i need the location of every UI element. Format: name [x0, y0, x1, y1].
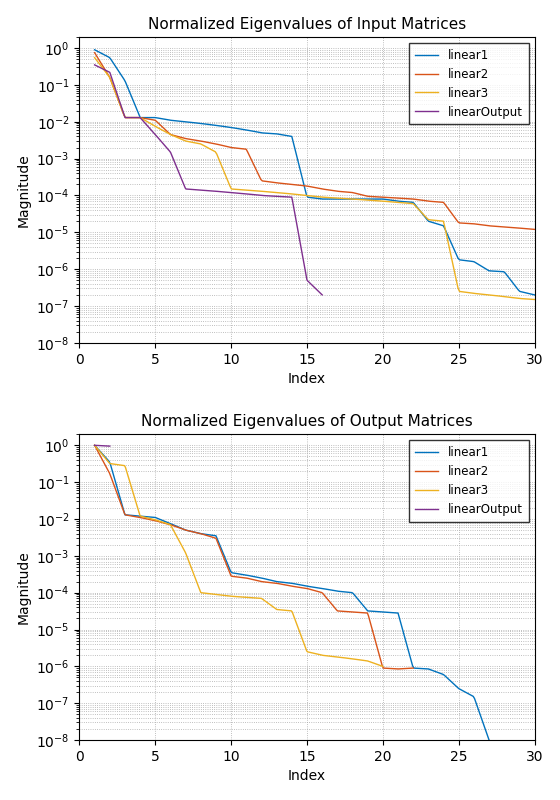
linear3 — [531, 294, 538, 304]
linear2 — [280, 580, 287, 590]
linear1 — [333, 586, 339, 596]
Y-axis label: Magnitude: Magnitude — [17, 550, 31, 624]
linearOutput — [231, 188, 237, 198]
linear3 — [268, 601, 274, 610]
linear2 — [410, 663, 417, 673]
linear3 — [353, 194, 360, 204]
linear2 — [395, 664, 402, 674]
X-axis label: Index: Index — [288, 770, 326, 783]
linear3 — [380, 662, 386, 671]
Line: linear3: linear3 — [95, 446, 383, 666]
linear1 — [93, 46, 100, 55]
linear2 — [93, 50, 100, 60]
linear3 — [93, 54, 100, 64]
Title: Normalized Eigenvalues of Output Matrices: Normalized Eigenvalues of Output Matrice… — [141, 414, 473, 429]
linear3 — [334, 652, 341, 662]
Line: linear2: linear2 — [95, 53, 535, 230]
linear2 — [281, 580, 288, 590]
linear1 — [449, 678, 455, 687]
linear1 — [462, 256, 469, 266]
linear3 — [92, 442, 99, 451]
linear2 — [91, 48, 98, 58]
linear3 — [263, 597, 269, 606]
linear2 — [352, 188, 358, 198]
linear3 — [462, 287, 469, 297]
linear2 — [92, 442, 99, 452]
linear2 — [490, 222, 497, 231]
linearOutput — [92, 61, 99, 70]
linearOutput — [101, 441, 108, 450]
linear2 — [531, 225, 538, 234]
linear3 — [352, 654, 359, 664]
linearOutput — [91, 60, 98, 70]
linear1 — [361, 194, 367, 204]
linear2 — [380, 663, 387, 673]
linearOutput — [100, 441, 107, 450]
linearOutput — [297, 242, 304, 251]
linearOutput — [319, 290, 325, 300]
linear1 — [352, 194, 358, 204]
X-axis label: Index: Index — [288, 372, 326, 386]
Line: linear3: linear3 — [95, 58, 535, 299]
linear3 — [262, 596, 269, 606]
linearOutput — [227, 188, 234, 198]
linear3 — [352, 194, 358, 204]
linearOutput — [106, 442, 113, 451]
linear1 — [91, 45, 98, 54]
Legend: linear1, linear2, linear3, linearOutput: linear1, linear2, linear3, linearOutput — [409, 43, 529, 125]
Legend: linear1, linear2, linear3, linearOutput: linear1, linear2, linear3, linearOutput — [409, 440, 529, 522]
linear3 — [91, 53, 98, 62]
linearOutput — [105, 442, 112, 451]
linear1 — [92, 442, 99, 451]
linear1 — [490, 266, 497, 276]
linear3 — [91, 441, 98, 450]
linearOutput — [91, 441, 98, 450]
Line: linearOutput: linearOutput — [95, 65, 322, 295]
Line: linear2: linear2 — [95, 446, 413, 669]
linear2 — [91, 441, 98, 450]
linear2 — [462, 218, 469, 228]
linear1 — [353, 194, 360, 204]
Line: linear1: linear1 — [95, 50, 535, 295]
Title: Normalized Eigenvalues of Input Matrices: Normalized Eigenvalues of Input Matrices — [148, 17, 466, 32]
linear1 — [486, 735, 492, 745]
Line: linear1: linear1 — [95, 446, 489, 740]
linearOutput — [104, 442, 111, 451]
linearOutput — [100, 441, 107, 450]
linearOutput — [226, 187, 233, 197]
linearOutput — [283, 192, 290, 202]
linear2 — [353, 189, 360, 198]
linear1 — [326, 585, 333, 594]
linear2 — [361, 190, 367, 200]
linear3 — [490, 290, 497, 300]
linear2 — [360, 608, 366, 618]
linear2 — [286, 581, 293, 590]
linear1 — [325, 585, 332, 594]
linear1 — [91, 441, 98, 450]
linear1 — [531, 290, 538, 300]
Y-axis label: Magnitude: Magnitude — [17, 153, 31, 226]
linearOutput — [91, 441, 98, 450]
linear1 — [424, 664, 431, 674]
linear3 — [361, 195, 367, 205]
